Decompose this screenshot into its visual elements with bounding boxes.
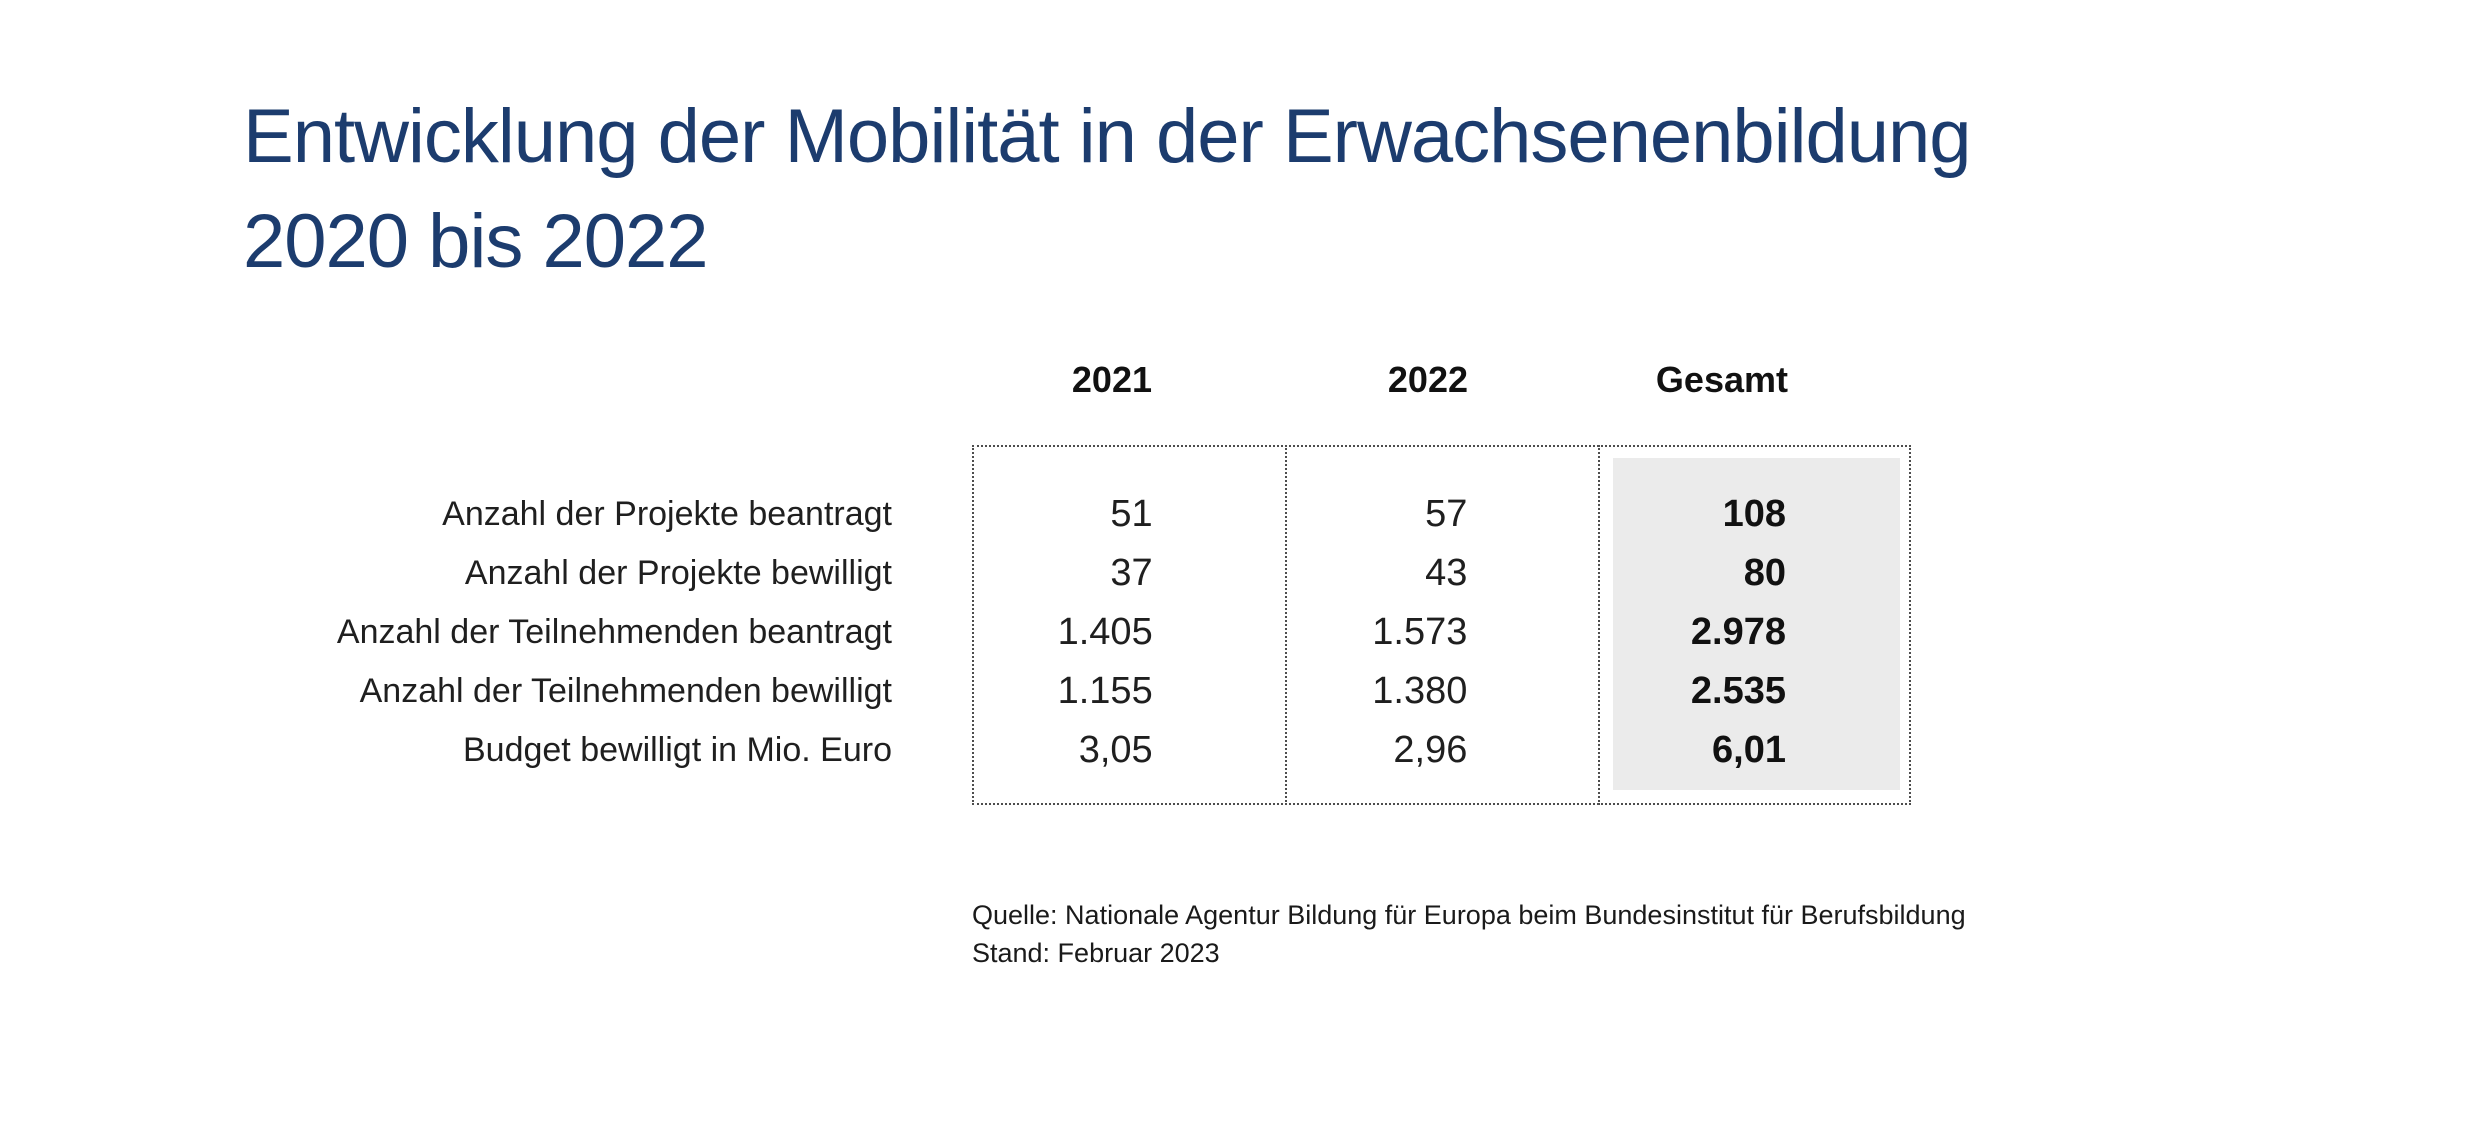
page-title: Entwicklung der Mobilität in der Erwachs… (243, 84, 1972, 294)
column-divider-1 (1285, 445, 1287, 805)
row-label-projekte-beantragt: Anzahl der Projekte beantragt (442, 495, 892, 533)
cell-gesamt: 6,01 (1712, 729, 1786, 771)
page-title-line-2: 2020 bis 2022 (243, 199, 709, 284)
cell-gesamt: 80 (1743, 552, 1786, 594)
source-line-quelle: Quelle: Nationale Agentur Bildung für Eu… (972, 900, 1966, 930)
page-title-line-1: Entwicklung der Mobilität in der Erwachs… (243, 94, 1972, 179)
row-label-teilnehmende-beantragt: Anzahl der Teilnehmenden beantragt (336, 613, 892, 651)
table-row: 37 43 80 (974, 544, 1909, 603)
data-table: 51 57 108 37 43 80 1.405 1.573 2.978 1.1… (972, 445, 1911, 805)
table-row: 1.155 1.380 2.535 (974, 662, 1909, 721)
row-label-budget-bewilligt: Budget bewilligt in Mio. Euro (462, 731, 892, 769)
column-header-2022: 2022 (1387, 359, 1468, 400)
row-label-teilnehmende-bewilligt: Anzahl der Teilnehmenden bewilligt (359, 672, 892, 710)
cell-2021: 37 (1110, 552, 1153, 594)
cell-2021: 3,05 (1078, 729, 1153, 771)
table-row: 3,05 2,96 6,01 (974, 721, 1909, 780)
cell-2022: 43 (1425, 552, 1468, 594)
row-label-projekte-bewilligt: Anzahl der Projekte bewilligt (464, 554, 892, 592)
source-line-stand: Stand: Februar 2023 (972, 938, 1220, 968)
cell-2021: 51 (1110, 493, 1153, 535)
column-header-2021: 2021 (1071, 359, 1152, 400)
cell-gesamt: 108 (1722, 493, 1786, 535)
cell-2021: 1.405 (1057, 611, 1153, 653)
column-divider-2 (1598, 445, 1600, 805)
cell-2022: 1.380 (1372, 670, 1468, 712)
cell-2022: 2,96 (1393, 729, 1468, 771)
table-column-headers: 2021 2022 Gesamt (972, 355, 1911, 405)
table-row: 1.405 1.573 2.978 (974, 603, 1909, 662)
cell-gesamt: 2.978 (1690, 611, 1786, 653)
gesamt-column-highlight (1613, 458, 1900, 790)
table-body: 51 57 108 37 43 80 1.405 1.573 2.978 1.1… (974, 485, 1909, 780)
cell-2022: 1.573 (1372, 611, 1468, 653)
cell-gesamt: 2.535 (1690, 670, 1786, 712)
column-header-gesamt: Gesamt (1655, 359, 1788, 400)
table-row-labels: Anzahl der Projekte beantragt Anzahl der… (200, 485, 892, 780)
cell-2021: 1.155 (1057, 670, 1153, 712)
source-note: Quelle: Nationale Agentur Bildung für Eu… (972, 896, 1966, 972)
table-row: 51 57 108 (974, 485, 1909, 544)
cell-2022: 57 (1425, 493, 1468, 535)
